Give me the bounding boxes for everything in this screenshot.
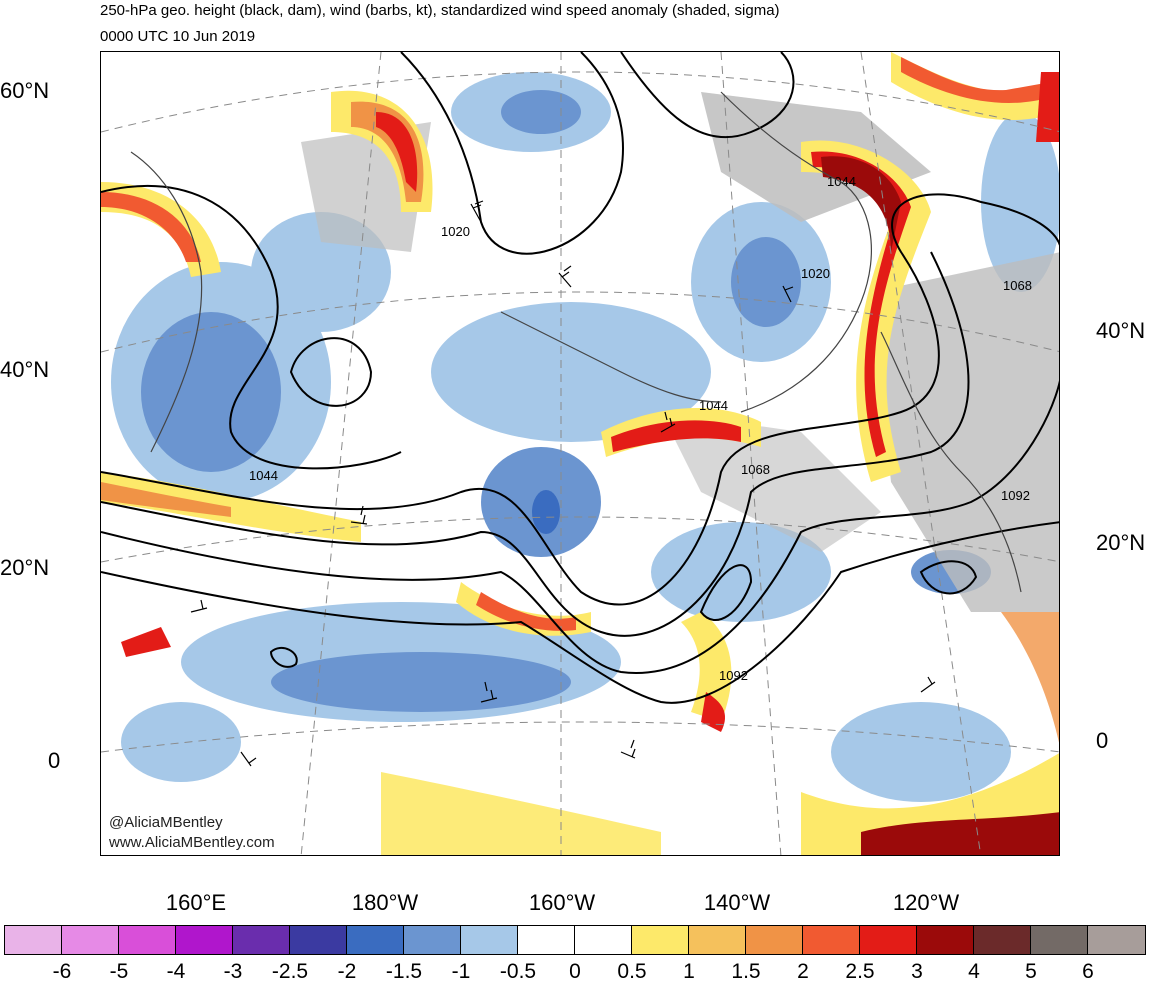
colorbar-cell: [119, 926, 176, 954]
lon-label-120w: 120°W: [892, 890, 960, 915]
colorbar-tick-label: 2: [797, 960, 809, 983]
coastlines: [130, 91, 1022, 593]
colorbar-tick-label: -2.5: [271, 960, 309, 983]
lon-label-140w: 140°W: [703, 890, 771, 915]
credit-handle: @AliciaMBentley: [109, 814, 223, 831]
colorbar-tick-label: 6: [1082, 960, 1094, 983]
map-graphic: 1020 1044 1020 1044 1068 1044 1068 1092 …: [101, 52, 1059, 855]
colorbar-tick-label: -1: [451, 960, 471, 983]
lat-label-60n-left: 60°N: [0, 78, 50, 103]
colorbar-cell: [689, 926, 746, 954]
colorbar: [4, 925, 1146, 955]
colorbar-tick-label: -0.5: [499, 960, 537, 983]
contour-label: 1020: [441, 224, 470, 239]
credit-website[interactable]: www.AliciaMBentley.com: [109, 834, 275, 851]
colorbar-tick-label: 3: [911, 960, 923, 983]
contour-label: 1044: [249, 468, 278, 483]
colorbar-tick-label: -3: [223, 960, 243, 983]
colorbar-cell: [461, 926, 518, 954]
colorbar-tick-label: -6: [52, 960, 72, 983]
lat-label-40n-right: 40°N: [1096, 318, 1146, 343]
colorbar-tick-label: 5: [1025, 960, 1037, 983]
contour-label: 1092: [1001, 488, 1030, 503]
colorbar-cell: [62, 926, 119, 954]
colorbar-cell: [803, 926, 860, 954]
wind-barbs: [190, 200, 936, 767]
contour-label: 1068: [1003, 278, 1032, 293]
lon-label-160w: 160°W: [528, 890, 596, 915]
contour-label: 1020: [801, 266, 830, 281]
colorbar-tick-label: 1: [683, 960, 695, 983]
colorbar-cell: [290, 926, 347, 954]
colorbar-cell: [917, 926, 974, 954]
colorbar-cell: [5, 926, 62, 954]
colorbar-tick-label: -1.5: [385, 960, 423, 983]
colorbar-tick-label: 0: [569, 960, 581, 983]
colorbar-cell: [746, 926, 803, 954]
colorbar-cell: [974, 926, 1031, 954]
height-contours: [101, 52, 1059, 704]
colorbar-tick-label: -2: [337, 960, 357, 983]
colorbar-tick-label: 1.5: [731, 960, 761, 983]
colorbar-cell: [1088, 926, 1145, 954]
map-title: 250-hPa geo. height (black, dam), wind (…: [100, 2, 780, 19]
contour-label: 1092: [719, 668, 748, 683]
map-panel[interactable]: 1020 1044 1020 1044 1068 1044 1068 1092 …: [100, 51, 1060, 856]
colorbar-cell: [233, 926, 290, 954]
colorbar-cell: [1031, 926, 1088, 954]
colorbar-cell: [860, 926, 917, 954]
colorbar-cell: [404, 926, 461, 954]
lat-label-0-left: 0: [48, 748, 61, 773]
lon-label-180w: 180°W: [351, 890, 419, 915]
contour-label: 1068: [741, 462, 770, 477]
colorbar-tick-label: 0.5: [617, 960, 647, 983]
colorbar-cell: [176, 926, 233, 954]
lat-label-20n-left: 20°N: [0, 555, 50, 580]
colorbar-cell: [632, 926, 689, 954]
colorbar-tick-label: -5: [109, 960, 129, 983]
colorbar-tick-label: 4: [968, 960, 980, 983]
lat-label-20n-right: 20°N: [1096, 530, 1146, 555]
anomaly-shading: [101, 52, 1059, 855]
lat-label-0-right: 0: [1096, 728, 1109, 753]
colorbar-tick-label: -4: [166, 960, 186, 983]
contour-label-group: 1020 1044 1020 1044 1068 1044 1068 1092 …: [249, 174, 1032, 683]
colorbar-cell: [575, 926, 632, 954]
colorbar-cell: [518, 926, 575, 954]
colorbar-tick-label: 2.5: [845, 960, 875, 983]
lon-label-160e: 160°E: [165, 890, 227, 915]
colorbar-cell: [347, 926, 404, 954]
contour-label: 1044: [827, 174, 856, 189]
lat-label-40n-left: 40°N: [0, 357, 50, 382]
valid-time: 0000 UTC 10 Jun 2019: [100, 28, 256, 45]
